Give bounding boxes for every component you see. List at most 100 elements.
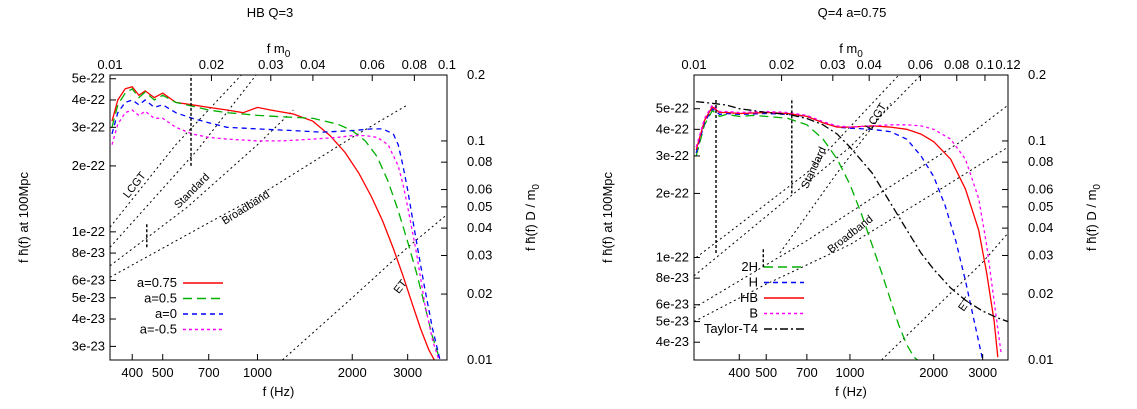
x-tick-label: 400 (728, 365, 750, 380)
legend-label-Taylor-T4: Taylor-T4 (704, 321, 758, 336)
y-tick-label: 2e-22 (72, 158, 105, 173)
y-tick-label: 6e-23 (656, 297, 689, 312)
noise-curve-4 (694, 104, 1008, 309)
x2-tick-label: 0.02 (769, 57, 794, 72)
x2-axis-label: f m0 (839, 41, 863, 60)
series-line-a=0 (111, 99, 441, 360)
y2-axis-label-sub: 0 (531, 184, 542, 190)
y2-axis-label: f h̃(f) D / m0 (523, 184, 542, 251)
y-tick-label: 4e-23 (656, 334, 689, 349)
x-tick-label: 3000 (968, 365, 997, 380)
legend-label-B: B (749, 306, 758, 321)
x2-tick-label: 0.06 (908, 57, 933, 72)
y2-tick-label: 0.02 (467, 286, 492, 301)
y-axis-label: f h̃(f) at 100Mpc (16, 171, 31, 263)
y-tick-label: 4e-22 (72, 92, 105, 107)
x-axis-label: f (Hz) (835, 384, 867, 399)
y2-tick-label: 0.05 (1028, 199, 1053, 214)
annotation-broadband: Broadband (220, 189, 272, 228)
x2-axis-label-sub: 0 (285, 49, 291, 60)
x2-tick-label: 0.12 (995, 57, 1020, 72)
plot-frame (693, 74, 1009, 361)
series-line-a=0.5 (111, 87, 441, 360)
y-tick-label: 3e-22 (72, 119, 105, 134)
y-tick-label: 5e-22 (72, 71, 105, 86)
y2-tick-label: 0.06 (467, 182, 492, 197)
x2-tick-label: 0.03 (258, 57, 283, 72)
y-tick-label: 5e-23 (72, 290, 105, 305)
y2-axis-label-sub: 0 (1092, 184, 1103, 190)
legend-label-HB: HB (740, 290, 758, 305)
y-tick-label: 6e-23 (72, 272, 105, 287)
y2-tick-label: 0.2 (467, 67, 485, 82)
chart-title: HB Q=3 (247, 5, 294, 20)
x-tick-label: 2000 (338, 365, 367, 380)
noise-curve-5 (694, 146, 1008, 323)
x-axis-label: f (Hz) (263, 384, 295, 399)
x-tick-label: 400 (121, 365, 143, 380)
x2-tick-label: 0.1 (438, 57, 456, 72)
series-line-B (695, 104, 1002, 355)
x2-axis-label-sub: 0 (857, 49, 863, 60)
y-tick-label: 8e-23 (72, 245, 105, 260)
series-line-2H (695, 109, 919, 360)
y2-tick-label: 0.08 (1028, 154, 1053, 169)
annotation-lcgt: LCGT (863, 101, 889, 132)
x2-tick-label: 0.06 (360, 57, 385, 72)
annotation-standard: Standard (172, 171, 212, 211)
x2-tick-label: 0.01 (681, 57, 706, 72)
legend-label-a=0.75: a=0.75 (137, 275, 177, 290)
y2-tick-label: 0.01 (467, 352, 492, 367)
x-tick-label: 1000 (243, 365, 272, 380)
x-tick-label: 700 (796, 365, 818, 380)
noise-curve-6 (881, 232, 1008, 360)
plot-frame (109, 74, 448, 361)
y2-tick-label: 0.2 (1028, 67, 1046, 82)
legend-label-a=0.5: a=0.5 (144, 291, 177, 306)
series-line-a=0.75 (111, 85, 436, 360)
y2-tick-label: 0.03 (467, 247, 492, 262)
y2-axis-label: f h̃(f) D / m0 (1084, 184, 1103, 251)
noise-curve-3 (694, 75, 922, 277)
x-tick-label: 500 (755, 365, 777, 380)
series-line-a=-0.5 (111, 109, 440, 360)
y2-tick-label: 0.08 (467, 154, 492, 169)
x-tick-label: 500 (152, 365, 174, 380)
legend-label-a=-0.5: a=-0.5 (140, 322, 177, 337)
x2-tick-label: 0.02 (199, 57, 224, 72)
x2-tick-label: 0.1 (976, 57, 994, 72)
y2-tick-label: 0.06 (1028, 182, 1053, 197)
noise-curve-2 (695, 75, 900, 258)
annotation-standard: Standard (799, 145, 829, 191)
noise-curve-2 (110, 75, 257, 248)
x2-tick-label: 0.04 (300, 57, 325, 72)
chart-title: Q=4 a=0.75 (818, 5, 887, 20)
noise-curve-1 (110, 75, 243, 228)
y-tick-label: 5e-22 (656, 101, 689, 116)
x2-tick-label: 0.04 (857, 57, 882, 72)
y-tick-label: 4e-22 (656, 121, 689, 136)
y2-tick-label: 0.04 (467, 220, 492, 235)
x2-tick-label: 0.03 (820, 57, 845, 72)
noise-curve-3 (110, 109, 294, 267)
x-tick-label: 3000 (393, 365, 422, 380)
y-tick-label: 3e-22 (656, 148, 689, 163)
noise-curve-4 (110, 104, 408, 278)
y2-tick-label: 0.1 (467, 133, 485, 148)
y2-tick-label: 0.02 (1028, 286, 1053, 301)
y-tick-label: 1e-22 (72, 224, 105, 239)
legend-label-a=0: a=0 (155, 306, 177, 321)
y-tick-label: 2e-22 (656, 185, 689, 200)
y-tick-label: 5e-23 (656, 314, 689, 329)
y-tick-label: 8e-23 (656, 270, 689, 285)
y2-tick-label: 0.1 (1028, 133, 1046, 148)
x2-tick-label: 0.08 (402, 57, 427, 72)
y-axis-label: f h̃(f) at 100Mpc (600, 171, 615, 263)
x-tick-label: 2000 (919, 365, 948, 380)
y2-tick-label: 0.03 (1028, 247, 1053, 262)
y-tick-label: 4e-23 (72, 311, 105, 326)
